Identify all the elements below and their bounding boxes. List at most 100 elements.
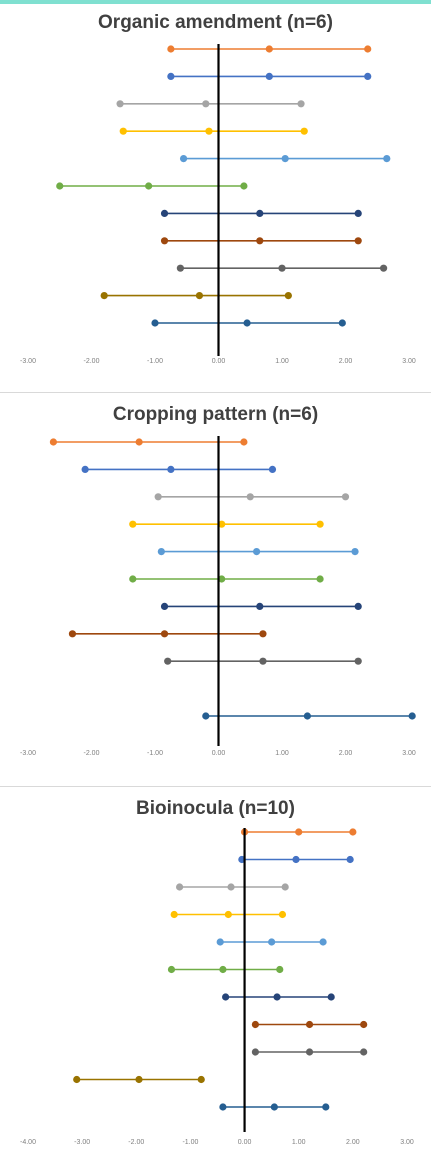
chart-panel-organic-amendment: Organic amendment (n=6) -3.00 -2.00 -1.00 0… xyxy=(0,6,431,387)
series-row xyxy=(251,1020,368,1029)
series-row xyxy=(167,45,372,53)
point-high xyxy=(354,657,362,665)
point-high xyxy=(360,1020,368,1029)
x-tick-label: -1.00 xyxy=(147,358,163,365)
point-high xyxy=(281,883,289,891)
point-mid xyxy=(281,155,289,163)
series-row xyxy=(176,883,289,891)
series-row xyxy=(160,209,362,217)
point-high xyxy=(297,100,305,108)
point-high xyxy=(300,127,308,135)
chart-title: Cropping pattern (n=6) xyxy=(112,404,319,425)
point-low xyxy=(154,493,162,501)
point-high xyxy=(322,1103,330,1111)
point-mid xyxy=(256,602,264,610)
x-tick-label: -2.00 xyxy=(84,358,100,365)
point-low xyxy=(157,548,165,556)
point-mid xyxy=(145,182,153,190)
x-tick-label: 1.00 xyxy=(275,358,289,365)
point-high xyxy=(268,465,277,473)
series-row xyxy=(160,237,362,245)
point-high xyxy=(284,292,292,300)
point-mid xyxy=(160,630,169,638)
point-low xyxy=(164,657,172,665)
point-low xyxy=(176,883,184,891)
x-tick-label: 0.00 xyxy=(238,1139,252,1146)
x-tick-label: -3.00 xyxy=(20,750,36,757)
interval-chart-bioinocula: -4.00 -3.00 -2.00 -1.00 0.00 1.00 2.00 3.00 xyxy=(20,828,414,1146)
interval-chart-organic-amendment: -3.00 -2.00 -1.00 0.00 1.00 2.00 3.00 xyxy=(20,44,416,365)
series-row xyxy=(73,1075,205,1084)
series-row xyxy=(179,155,391,163)
point-mid xyxy=(295,828,303,836)
series-row xyxy=(164,657,362,665)
point-mid xyxy=(224,910,232,919)
x-tick-label: 2.00 xyxy=(346,1139,360,1146)
point-mid xyxy=(270,1103,278,1111)
point-mid xyxy=(273,993,281,1001)
point-high xyxy=(278,910,287,919)
point-high xyxy=(346,855,354,864)
point-mid xyxy=(205,127,213,135)
point-low xyxy=(251,1048,259,1056)
top-accent-bar xyxy=(0,0,431,4)
series-row xyxy=(100,292,292,300)
point-low xyxy=(179,155,188,163)
point-mid xyxy=(292,855,300,864)
chart-panel-bioinocula: Bioinocula (n=10) -4.00 -3.00 -2.00 -1.00 0.… xyxy=(0,792,431,1172)
point-mid xyxy=(259,657,267,665)
point-high xyxy=(316,575,324,583)
x-tick-label: -3.00 xyxy=(74,1139,90,1146)
point-low xyxy=(222,993,230,1001)
series-row xyxy=(49,438,248,446)
x-tick-label: -1.00 xyxy=(182,1139,198,1146)
point-mid xyxy=(256,209,264,217)
point-high xyxy=(354,209,362,217)
point-mid xyxy=(243,319,251,327)
series-row xyxy=(129,520,324,528)
point-mid xyxy=(303,712,311,720)
x-tick-label: -3.00 xyxy=(20,358,36,365)
series-row xyxy=(68,630,267,638)
point-mid xyxy=(227,883,235,891)
point-high xyxy=(383,155,391,163)
point-high xyxy=(240,182,248,190)
x-tick-label: 1.00 xyxy=(292,1139,306,1146)
point-low xyxy=(56,182,64,190)
series-row xyxy=(240,828,357,836)
point-high xyxy=(380,264,388,272)
point-mid xyxy=(268,938,276,946)
point-high xyxy=(364,45,372,53)
series-row xyxy=(170,910,287,919)
point-high xyxy=(259,630,267,638)
point-high xyxy=(354,237,362,245)
point-high xyxy=(327,993,335,1001)
point-mid xyxy=(265,45,273,53)
x-tick-label: -2.00 xyxy=(84,750,100,757)
point-low xyxy=(160,209,169,217)
point-low xyxy=(129,520,137,528)
series-row xyxy=(56,182,248,190)
series-row xyxy=(81,465,277,473)
point-high xyxy=(197,1075,205,1084)
point-low xyxy=(129,575,137,583)
series-row xyxy=(216,938,327,946)
point-low xyxy=(176,264,184,272)
point-high xyxy=(240,438,248,446)
series-row xyxy=(222,993,335,1001)
chart-title: Bioinocula (n=10) xyxy=(136,798,295,819)
point-low xyxy=(73,1075,81,1084)
x-tick-label: -1.00 xyxy=(147,750,163,757)
series-row xyxy=(202,712,416,720)
point-mid xyxy=(135,1075,143,1084)
chart-title: Organic amendment (n=6) xyxy=(98,12,333,33)
point-mid xyxy=(278,264,286,272)
series-row xyxy=(160,602,362,610)
x-tick-label: 0.00 xyxy=(212,358,226,365)
point-high xyxy=(349,828,357,836)
point-mid xyxy=(246,493,254,501)
point-low xyxy=(167,72,175,80)
point-mid xyxy=(202,100,210,108)
series-row xyxy=(176,264,388,272)
point-high xyxy=(276,965,284,974)
